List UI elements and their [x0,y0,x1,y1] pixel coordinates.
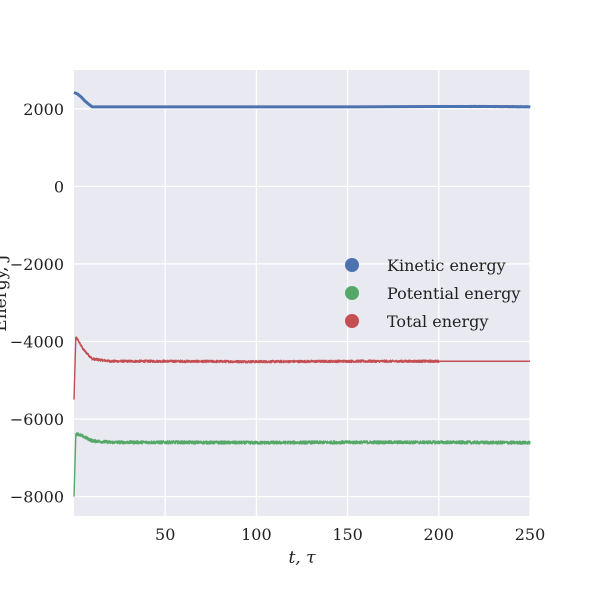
series-line-2 [73,432,531,497]
series-line-3 [73,336,531,400]
y-tick-label: 2000 [23,100,64,119]
y-tick-label: −8000 [10,488,64,507]
legend-label: Potential energy [387,284,520,303]
y-tick-label: 0 [54,177,64,196]
legend-label: Total energy [387,312,488,331]
x-tick-label: 250 [515,525,546,544]
series-layer [73,91,531,497]
x-tick-label: 150 [332,525,363,544]
legend-marker [345,286,359,300]
kinetic-baseline [73,91,531,109]
y-tick-label: −4000 [10,332,64,351]
x-tick-label: 200 [424,525,455,544]
y-tick-label: −2000 [10,255,64,274]
legend-label: Kinetic energy [387,256,506,275]
legend: Kinetic energy Potential energy Total ener… [345,256,520,331]
tick-labels: 50 100 150 200 250 −8000 −6000 −4000 −2000 0 2000 [10,100,545,544]
y-tick-label: −6000 [10,410,64,429]
x-axis-label: t, τ [288,548,316,568]
x-tick-label: 100 [241,525,272,544]
legend-marker [345,258,359,272]
legend-marker [345,314,359,328]
y-axis-label: Energy, J [0,254,11,332]
x-tick-label: 50 [155,525,175,544]
